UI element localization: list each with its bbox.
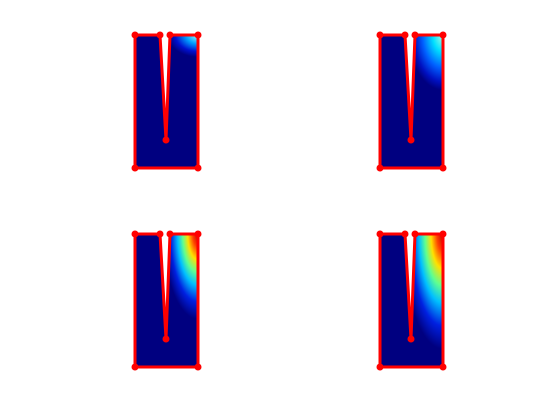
heat bbox=[403, 234, 443, 349]
boundary bbox=[133, 232, 200, 369]
boundary bbox=[378, 232, 445, 369]
nodes bbox=[131, 31, 202, 172]
panel bbox=[376, 31, 447, 172]
boundary bbox=[378, 33, 445, 170]
nodes bbox=[376, 230, 447, 371]
panel bbox=[131, 31, 202, 172]
heat bbox=[164, 234, 198, 319]
heat bbox=[168, 35, 198, 57]
nodes bbox=[131, 230, 202, 371]
boundary bbox=[133, 33, 200, 170]
heat bbox=[409, 35, 443, 90]
nodes bbox=[376, 31, 447, 172]
panel bbox=[131, 230, 202, 371]
